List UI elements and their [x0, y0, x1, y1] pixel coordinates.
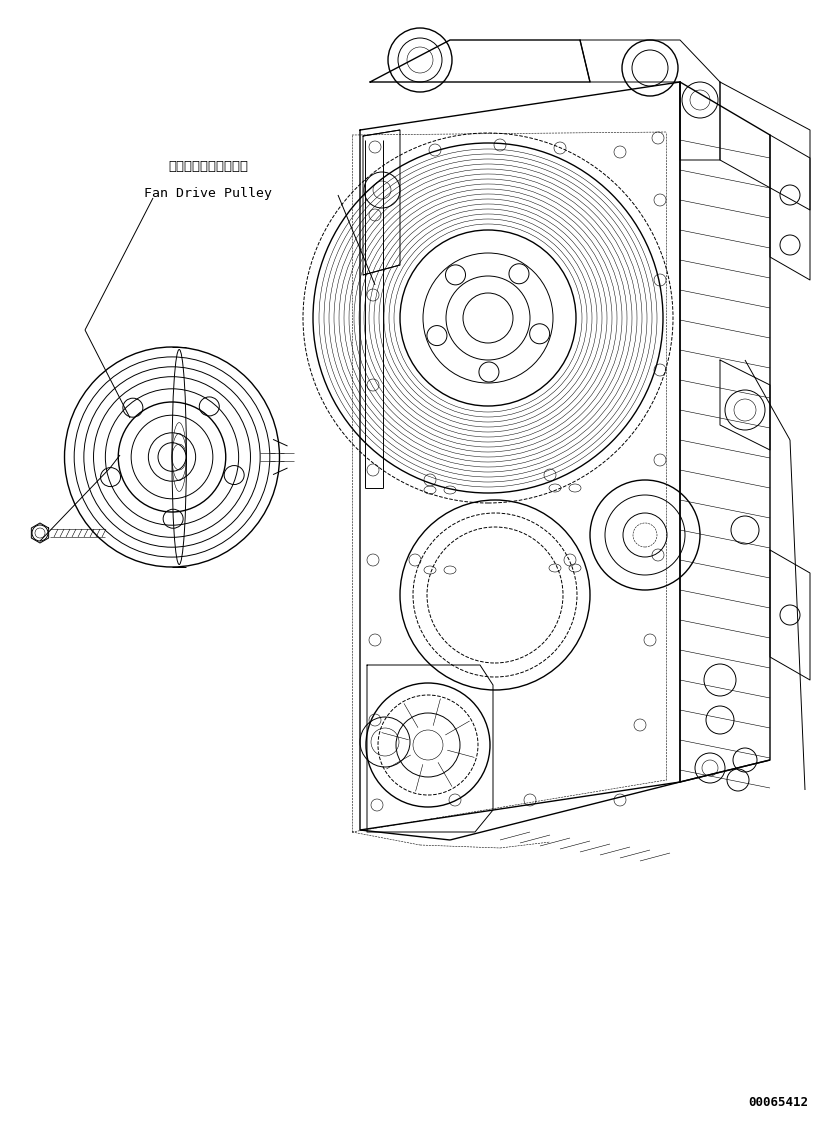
Text: Fan Drive Pulley: Fan Drive Pulley [144, 187, 272, 199]
Text: 00065412: 00065412 [748, 1097, 808, 1109]
Text: ファンドライブプーリ: ファンドライブプーリ [168, 161, 248, 173]
